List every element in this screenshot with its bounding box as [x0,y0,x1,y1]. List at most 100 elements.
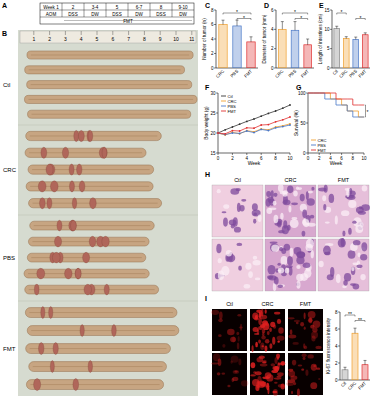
group-label: FMT [300,301,312,307]
tissue [353,284,360,290]
histology-image [212,239,263,291]
signal [290,329,293,335]
signal [218,334,222,337]
signal [252,312,258,319]
col-line [128,3,129,17]
signal [236,332,239,336]
point [275,127,277,129]
y-tick-label: 4 [271,27,274,32]
point [282,126,284,128]
tissue [302,219,309,226]
fluorescence-image [250,353,285,395]
tissue [281,256,288,265]
label: DSS [156,12,165,17]
tissue [278,269,282,271]
tissue [325,222,330,224]
series-line [218,105,290,133]
tissue [285,268,290,274]
colon-detail [32,114,187,115]
y-tick-label: 15 [324,8,330,13]
panel-label: F [205,84,210,91]
tissue [235,188,240,191]
tissue [244,284,251,289]
point [232,126,234,128]
panel-label: E [319,2,324,9]
signal [269,343,272,349]
signal [312,328,317,333]
signal [304,345,307,349]
colon [27,326,179,336]
point [275,121,277,123]
tissue [325,243,333,246]
point [268,113,270,115]
signal [313,365,316,367]
tissue [361,242,367,251]
tissue [348,228,352,235]
signal [273,389,278,396]
bar-chart: 02468Ki-67 fluorescence intensityCtlCRCF… [326,310,371,391]
colon [27,51,193,59]
signal [291,391,293,395]
signal [253,371,256,374]
tissue [351,267,355,275]
panel-label: I [205,295,207,302]
signal [308,354,314,358]
label: AOM [46,12,57,17]
histology-image [265,239,316,291]
signal [294,320,300,322]
label: DSS [68,12,77,17]
point [253,131,255,133]
y-tick [274,29,276,30]
timeline: Week 1AOM2DSS3-4DW5DSS6-7DW8DSS9-10DWFMT [40,3,194,24]
y-tick-label: 0 [303,151,306,156]
ruler-tick [65,31,66,35]
tissue [216,244,221,253]
point [224,129,226,131]
error-bar [364,33,367,35]
colon [29,362,167,372]
bar [343,39,349,68]
x-label: Week [248,160,261,166]
legend-swatch [311,140,316,141]
significance: * [294,9,296,15]
colon-detail [31,84,188,85]
panel-label: D [264,2,269,9]
fluorescence: CtlCRCFMT [211,301,323,396]
bar [353,39,359,68]
tumor [73,379,79,391]
tissue [319,261,324,268]
bar [247,42,255,68]
tissue [274,215,279,223]
point [268,124,270,126]
signal [308,311,316,318]
x-tick-label: CRC [347,381,357,391]
bars [279,22,312,68]
ruler [20,31,196,43]
signal [250,374,256,376]
y-tick-label: 6 [271,8,274,13]
y-tick-label: 50 [300,121,306,126]
point [253,127,255,129]
signal [230,337,236,342]
y-tick [216,153,218,154]
point [275,126,277,128]
signal [238,336,240,342]
tumor [71,220,77,231]
point [253,132,255,134]
group-label: PBS [3,255,15,261]
signal [256,381,259,388]
label: 2 [72,5,75,10]
tissue [360,274,365,280]
signal [231,356,239,363]
signal [305,370,308,376]
tissue [223,204,229,209]
bar [279,29,287,68]
tumor [62,147,68,158]
x-tick-label: CRC [338,69,348,79]
y-tick-label: 100 [298,91,306,96]
tissue [297,251,306,258]
colon [26,131,162,140]
tissue [357,252,360,257]
photo-background [18,30,198,396]
y-tick-label: 5 [327,46,330,51]
